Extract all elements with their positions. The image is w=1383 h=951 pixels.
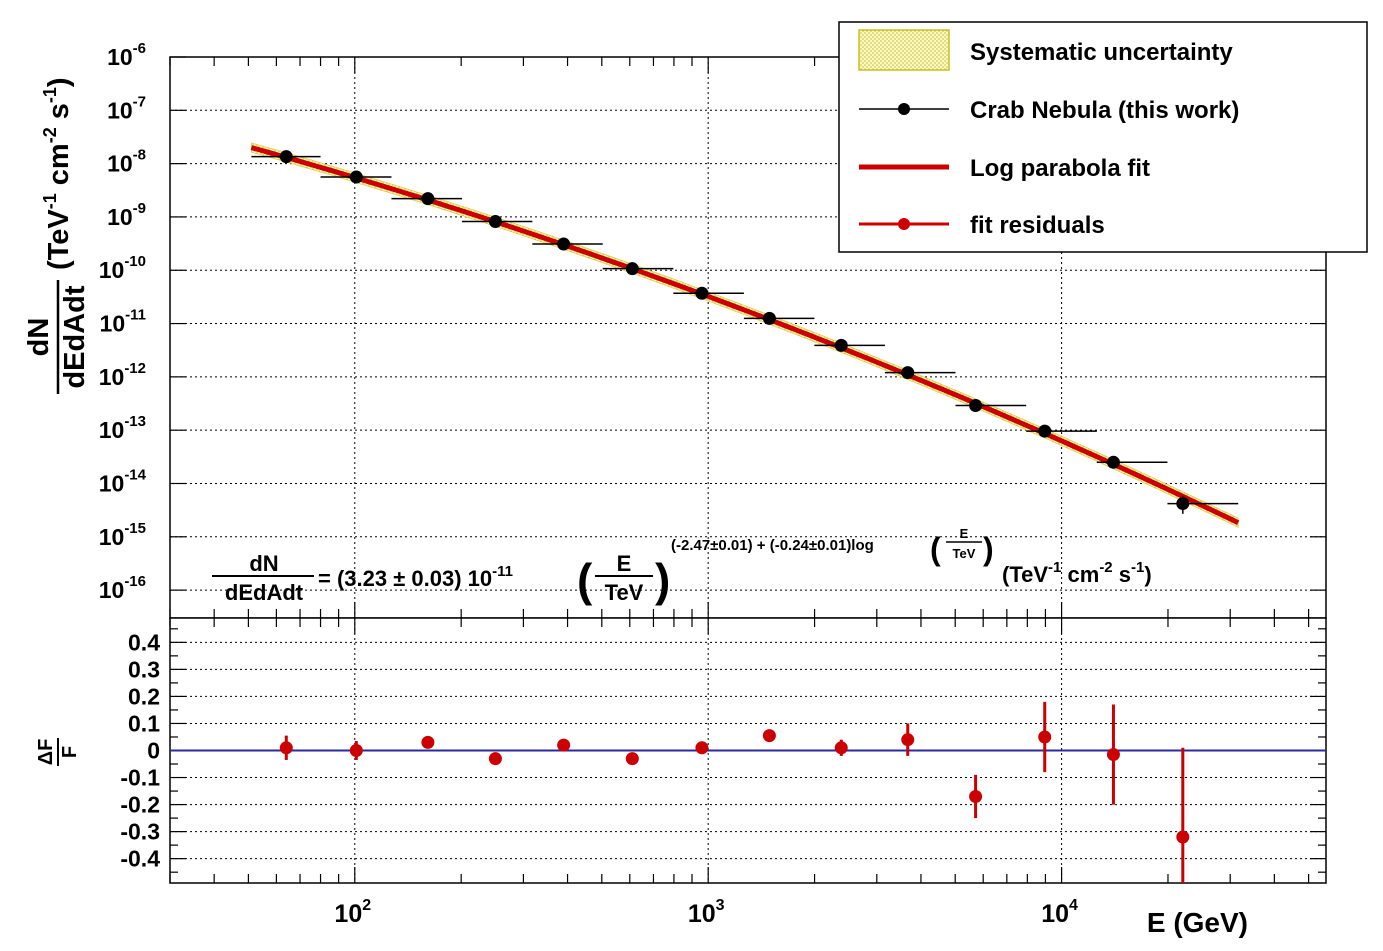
formula-lhs-den: dEdAdt <box>225 580 304 605</box>
residual-point <box>349 744 363 757</box>
ylabel-fraction-num: dN <box>23 318 55 357</box>
legend-marker-crab <box>898 103 910 115</box>
crab-point <box>1038 424 1052 438</box>
ytick-label: 10-8 <box>107 147 146 177</box>
formula-log-paren-close: ) <box>983 531 994 567</box>
ytick-label: 0.2 <box>128 683 160 709</box>
ytick-label: -0.1 <box>120 765 160 791</box>
formula-exponent: (-2.47±0.01) + (-0.24±0.01)log <box>671 537 874 554</box>
fit-curve-layer <box>250 145 1240 525</box>
legend-label-residuals: fit residuals <box>970 212 1105 239</box>
residual-point <box>279 741 293 755</box>
crab-point <box>762 311 776 325</box>
ytick-label: 0 <box>147 738 160 764</box>
residual-axis-ticks <box>169 618 1326 883</box>
ytick-label: 0.1 <box>128 710 160 736</box>
residual-ytick-labels: 0.40.30.20.10-0.1-0.2-0.3-0.4 <box>120 629 160 871</box>
formula-paren-close: ) <box>655 554 670 606</box>
residual-point <box>901 733 915 747</box>
residual-ylabel: ΔF F <box>35 738 81 766</box>
ytick-label: -0.2 <box>120 792 160 818</box>
formula-paren-open: ( <box>577 554 593 606</box>
ytick-label: 10-15 <box>99 520 146 550</box>
crab-point <box>969 399 983 413</box>
residual-ylabel-den: F <box>59 746 81 758</box>
legend-label-systematic: Systematic uncertainty <box>970 39 1233 66</box>
residual-point <box>969 789 983 803</box>
ytick-label: 10-9 <box>107 200 146 230</box>
formula-log-num: E <box>960 526 969 541</box>
ylabel-units: (TeV-1 cm-2 s-1) <box>40 77 75 270</box>
crab-point <box>834 338 848 352</box>
ytick-label: 10-6 <box>107 40 146 70</box>
residual-point <box>1106 748 1120 762</box>
formula-units: (TeV-1 cm-2 s-1) <box>1002 559 1152 587</box>
residual-point <box>625 752 639 766</box>
ytick-label: 10-7 <box>107 93 146 123</box>
crab-point <box>557 237 571 251</box>
spectrum-grid <box>170 56 1326 618</box>
formula-frac-den: TeV <box>605 580 644 605</box>
spectrum-ylabel: dN dEdAdt (TeV-1 cm-2 s-1) <box>23 77 91 394</box>
ytick-label: 10-10 <box>99 253 146 283</box>
xtick-labels: 102 103 104 <box>334 897 1078 928</box>
legend-label-fit: Log parabola fit <box>970 155 1150 182</box>
residual-point <box>557 738 571 752</box>
legend-label-crab: Crab Nebula (this work) <box>970 97 1239 124</box>
formula-lhs-num: dN <box>249 551 278 576</box>
residual-point <box>421 735 435 749</box>
crab-point <box>488 215 502 229</box>
log-parabola-fit-curve <box>250 145 1240 525</box>
systematic-uncertainty-band <box>250 142 1239 528</box>
fit-formula: dN dEdAdt = (3.23 ± 0.03) 10-11 ( E TeV … <box>212 526 1152 606</box>
ytick-label: 10-16 <box>99 573 146 603</box>
residual-point <box>488 752 502 766</box>
ytick-label: -0.4 <box>120 846 160 872</box>
residual-point <box>695 741 709 755</box>
residual-point <box>834 741 848 755</box>
crab-point <box>279 150 293 164</box>
legend: Systematic uncertainty Crab Nebula (this… <box>838 21 1368 253</box>
crab-point <box>349 170 363 184</box>
crab-point <box>421 192 435 206</box>
xtick-label: 102 <box>334 897 371 928</box>
ytick-label: 0.3 <box>128 656 160 682</box>
ytick-label: -0.3 <box>120 819 160 845</box>
crab-point <box>625 262 639 276</box>
xtick-label: 103 <box>688 897 725 928</box>
xtick-label: 104 <box>1041 897 1078 928</box>
systematic-band-layer <box>250 142 1239 528</box>
formula-log-den: TeV <box>953 546 976 561</box>
crab-point <box>695 286 709 300</box>
ytick-label: 10-14 <box>99 466 147 496</box>
formula-frac-num: E <box>617 551 632 576</box>
crab-point <box>1176 497 1190 511</box>
crab-points-layer <box>251 150 1239 514</box>
formula-log-paren-open: ( <box>930 531 941 567</box>
residual-grid <box>170 618 1326 883</box>
ytick-label: 0.4 <box>128 629 160 655</box>
legend-band-swatch <box>858 29 950 71</box>
formula-equation: = (3.23 ± 0.03) 10-11 <box>318 563 513 591</box>
crab-point <box>1106 455 1120 469</box>
ytick-label: 10-11 <box>100 307 146 337</box>
residual-points-layer <box>279 701 1190 883</box>
spectrum-ytick-labels: 10-6 10-7 10-8 10-9 10-10 10-11 10-12 10-13 10-1… <box>99 40 147 603</box>
crab-point <box>901 366 915 380</box>
residual-point <box>762 729 776 743</box>
residual-point <box>1176 830 1190 844</box>
residual-point <box>1038 730 1052 744</box>
legend-marker-residuals <box>898 218 910 230</box>
ytick-label: 10-13 <box>99 413 146 443</box>
ylabel-fraction-den: dEdAdt <box>59 285 91 388</box>
xlabel: E (GeV) <box>1147 907 1248 938</box>
ytick-label: 10-12 <box>99 360 146 390</box>
residual-ylabel-num: ΔF <box>35 739 57 766</box>
